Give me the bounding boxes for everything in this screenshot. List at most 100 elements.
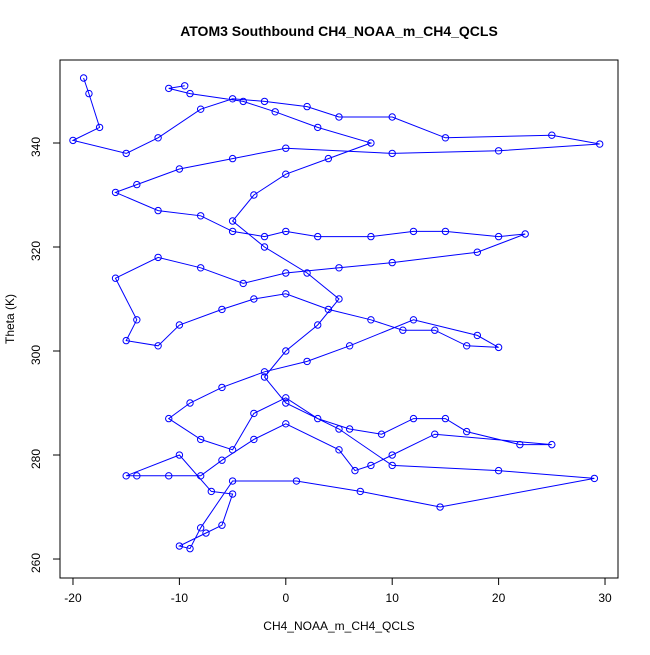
data-point xyxy=(196,524,205,532)
data-point xyxy=(79,74,88,82)
data-point xyxy=(282,170,290,178)
data-point xyxy=(409,316,418,324)
y-tick-label: 320 xyxy=(29,241,43,261)
data-point xyxy=(202,529,210,537)
data-point xyxy=(335,264,343,272)
data-point xyxy=(228,446,237,454)
data-point xyxy=(154,134,162,142)
data-point xyxy=(462,427,471,436)
data-point xyxy=(218,456,226,464)
data-point xyxy=(345,342,354,350)
data-point xyxy=(165,84,173,93)
data-point xyxy=(356,487,364,496)
data-point xyxy=(218,305,226,314)
data-point xyxy=(388,461,396,470)
data-point xyxy=(228,477,237,485)
data-point xyxy=(133,316,141,324)
data-point xyxy=(388,258,396,267)
data-point xyxy=(122,472,130,480)
data-point xyxy=(388,451,396,459)
data-point xyxy=(133,472,141,480)
data-point xyxy=(282,290,290,298)
data-point xyxy=(271,108,279,116)
data-point xyxy=(436,503,444,511)
data-point xyxy=(388,149,396,158)
y-tick-label: 280 xyxy=(29,449,43,469)
data-point xyxy=(133,180,141,189)
data-point xyxy=(154,253,162,262)
data-point xyxy=(260,97,269,106)
data-point xyxy=(282,144,290,152)
data-point xyxy=(303,102,311,111)
data-point xyxy=(196,435,205,444)
data-point xyxy=(462,342,471,350)
data-point xyxy=(431,430,439,438)
data-point xyxy=(314,123,322,132)
data-point xyxy=(441,414,450,423)
data-point xyxy=(260,373,269,381)
data-point xyxy=(186,399,194,407)
data-point xyxy=(314,321,322,329)
data-point xyxy=(548,131,556,139)
y-tick-label: 340 xyxy=(29,137,43,157)
x-tick-label: 10 xyxy=(386,591,400,605)
data-point xyxy=(548,440,556,449)
data-point xyxy=(377,430,386,438)
data-point xyxy=(186,89,194,98)
data-point xyxy=(595,140,604,148)
data-point xyxy=(303,269,311,277)
data-point xyxy=(282,399,290,407)
data-point xyxy=(175,451,184,459)
data-point xyxy=(335,446,343,454)
data-point xyxy=(351,466,359,475)
y-tick-label: 300 xyxy=(29,345,43,365)
data-point xyxy=(335,113,343,121)
data-point xyxy=(367,232,375,241)
data-point xyxy=(122,149,130,158)
data-point xyxy=(324,305,333,314)
data-line xyxy=(71,77,600,550)
data-point xyxy=(250,435,258,444)
x-tick-label: 30 xyxy=(598,591,612,605)
data-point xyxy=(441,134,450,142)
data-point xyxy=(282,269,290,277)
data-point xyxy=(409,227,418,236)
data-point xyxy=(494,147,503,155)
data-point xyxy=(367,316,375,324)
data-point xyxy=(260,243,269,251)
data-point xyxy=(292,477,301,485)
data-point xyxy=(196,212,205,220)
data-point xyxy=(250,191,258,199)
y-tick-label: 260 xyxy=(29,553,43,573)
data-point xyxy=(111,188,120,197)
data-point xyxy=(324,154,333,163)
data-point xyxy=(239,279,247,288)
data-point xyxy=(431,326,439,334)
data-point xyxy=(282,347,290,355)
data-point xyxy=(186,544,194,553)
data-point xyxy=(516,440,524,449)
data-point xyxy=(228,95,237,103)
data-point xyxy=(314,232,322,241)
data-point xyxy=(181,82,189,90)
data-point xyxy=(175,321,184,329)
data-point xyxy=(260,368,269,376)
data-point xyxy=(250,409,258,418)
y-axis-label: Theta (K) xyxy=(3,294,17,344)
data-point xyxy=(165,472,173,480)
data-point xyxy=(69,136,77,145)
data-point xyxy=(303,357,311,366)
data-point xyxy=(207,487,216,496)
data-point xyxy=(494,466,503,475)
data-point xyxy=(335,295,343,303)
data-point xyxy=(282,420,290,428)
data-point xyxy=(218,521,226,529)
x-tick-label: -20 xyxy=(64,591,82,605)
data-point xyxy=(250,295,258,303)
data-point xyxy=(314,414,322,423)
data-point xyxy=(409,414,418,423)
x-tick-label: 0 xyxy=(282,591,289,605)
data-point xyxy=(154,206,162,215)
